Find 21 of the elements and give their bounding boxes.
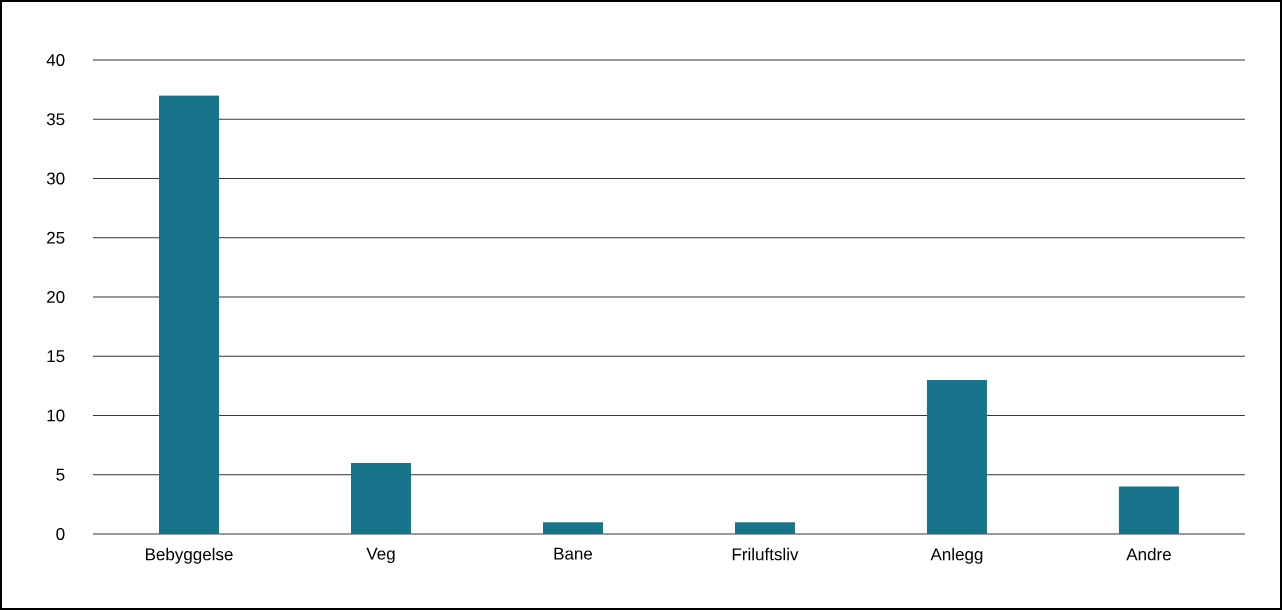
y-tick-label: 30	[46, 172, 65, 185]
bar	[1118, 486, 1179, 534]
x-tick-label: Bebyggelse	[145, 547, 233, 564]
y-tick-label: 10	[47, 409, 65, 422]
y-tick-label: 0	[56, 527, 65, 541]
x-tick-label: Anlegg	[930, 547, 983, 564]
x-tick-label: Andre	[1126, 547, 1171, 561]
bar	[926, 379, 987, 534]
y-tick-label: 40	[46, 53, 65, 67]
bar	[542, 522, 603, 534]
bar	[159, 95, 219, 534]
x-tick-label: Friluftsliv	[732, 547, 799, 561]
bar	[350, 462, 411, 534]
y-tick-label: 20	[47, 290, 65, 304]
bar	[734, 522, 795, 534]
y-tick-label: 15	[47, 350, 65, 363]
y-tick-label: 35	[46, 113, 65, 126]
x-tick-label: Veg	[366, 547, 395, 564]
y-tick-label: 5	[56, 468, 65, 481]
y-tick-label: 25	[47, 231, 65, 244]
x-tick-label: Bane	[554, 547, 593, 560]
